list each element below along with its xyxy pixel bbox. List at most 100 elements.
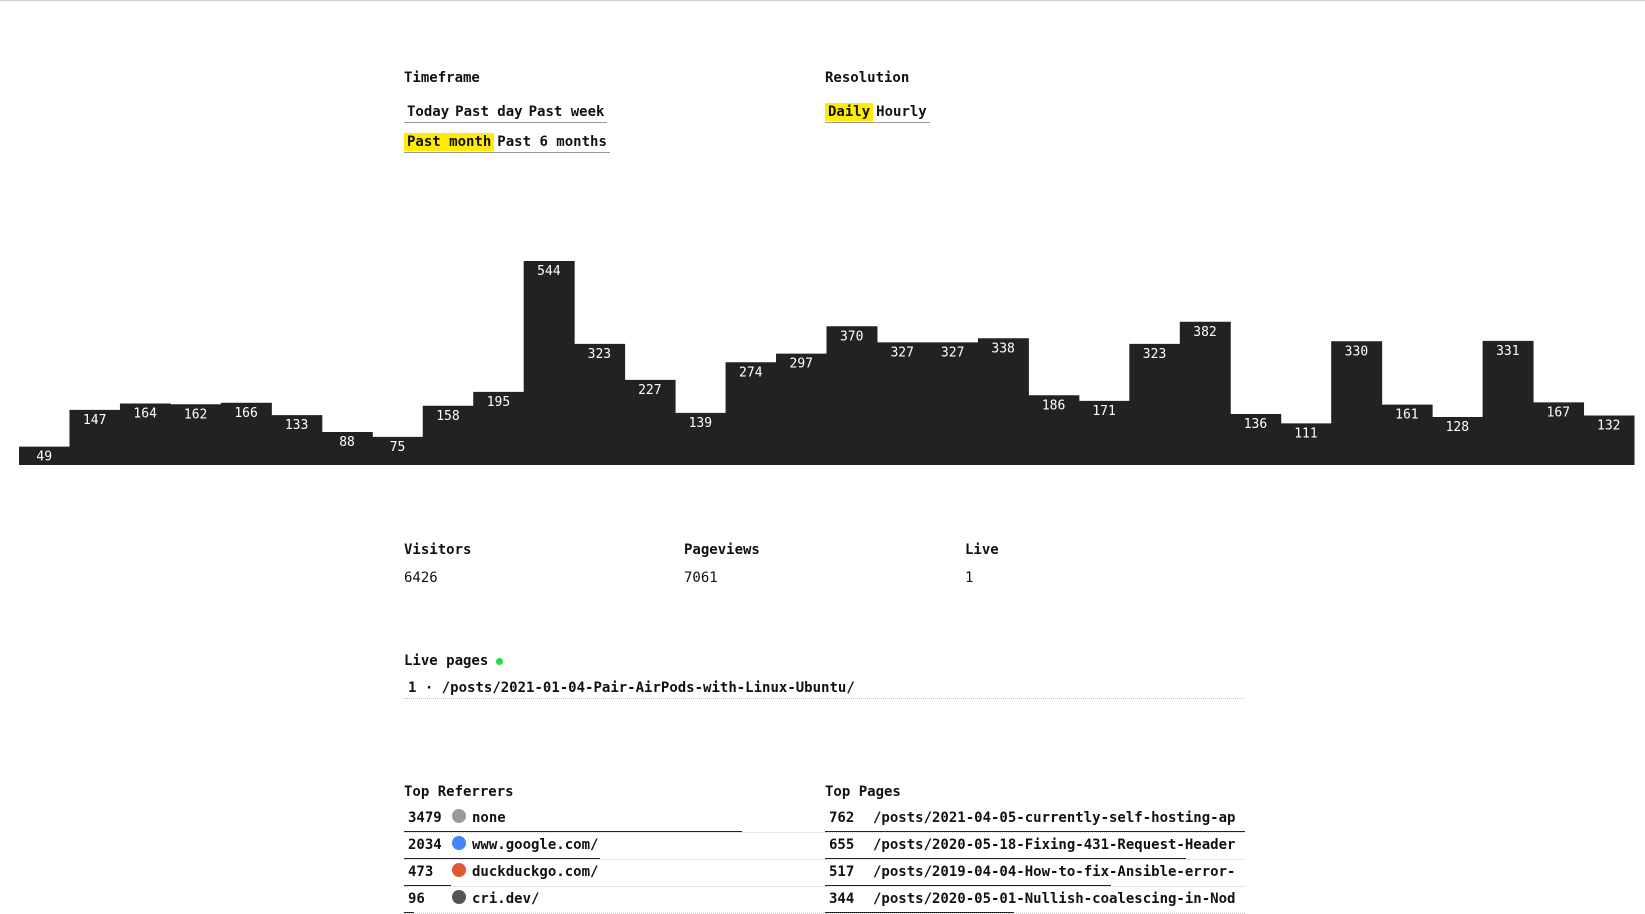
pageviews-label: Pageviews — [684, 542, 760, 558]
google-icon — [452, 836, 466, 850]
row-count: 762 — [829, 810, 855, 826]
timeframe-today[interactable]: Today — [407, 104, 450, 120]
visitors-label: Visitors — [404, 542, 472, 558]
cri-icon — [452, 890, 466, 904]
share-bar — [825, 831, 1245, 832]
row-count: 473 — [408, 864, 434, 880]
timeframe-past-day[interactable]: Past day — [455, 104, 523, 120]
page-row[interactable]: 655/posts/2020-05-18-Fixing-431-Request-… — [825, 833, 1245, 860]
chart-bar[interactable] — [1280, 423, 1332, 465]
chart-bar-label: 331 — [1496, 344, 1519, 359]
chart-bar[interactable] — [1482, 340, 1534, 465]
live-page-count: 1 — [408, 680, 417, 696]
referrer-row[interactable]: 473 duckduckgo.com/ — [404, 860, 824, 887]
chart-bar-label: 227 — [638, 383, 661, 398]
live-page-row[interactable]: 1 · /posts/2021-01-04-Pair-AirPods-with-… — [404, 680, 1244, 699]
chart-bar[interactable] — [1381, 404, 1433, 465]
live-page-separator: · — [424, 680, 434, 696]
chart-bar[interactable] — [170, 404, 222, 465]
chart-bar[interactable] — [876, 342, 928, 465]
share-bar — [404, 885, 452, 886]
chart-bar[interactable] — [69, 409, 121, 465]
chart-bar-label: 139 — [689, 416, 712, 431]
timeframe-past-6-months[interactable]: Past 6 months — [497, 134, 607, 150]
timeframe-row-1: Today Past day Past week — [404, 103, 608, 123]
live-pages-title: Live pages — [404, 653, 489, 669]
chart-bar[interactable] — [220, 402, 272, 465]
timeframe-past-week[interactable]: Past week — [528, 104, 605, 120]
share-bar — [404, 831, 742, 832]
chart-bar[interactable] — [1331, 341, 1383, 465]
chart-bar-label: 132 — [1597, 419, 1620, 434]
timeframe-past-month[interactable]: Past month — [404, 133, 495, 151]
visitors-value: 6426 — [404, 570, 438, 586]
page-row[interactable]: 762/posts/2021-04-05-currently-self-host… — [825, 806, 1245, 833]
chart-bar[interactable] — [1078, 400, 1130, 465]
chart-bar[interactable] — [321, 432, 373, 465]
chart-bar-label: 147 — [83, 413, 106, 428]
chart-bar[interactable] — [624, 379, 676, 465]
chart-bar-label: 323 — [1143, 347, 1166, 362]
live-label: Live — [965, 542, 999, 558]
chart-bar-label: 544 — [537, 264, 561, 279]
chart-bar-label: 136 — [1244, 417, 1267, 432]
duckduckgo-icon — [452, 863, 466, 877]
chart-bar[interactable] — [1179, 321, 1231, 465]
row-count: 517 — [829, 864, 855, 880]
chart-bar[interactable] — [473, 391, 525, 465]
chart-bar-label: 171 — [1092, 404, 1115, 419]
chart-bar-label: 158 — [436, 409, 459, 424]
chart-bar[interactable] — [271, 415, 323, 465]
referrer-row[interactable]: 3479 none — [404, 806, 824, 833]
chart-bar[interactable] — [574, 343, 626, 465]
chart-bar[interactable] — [1432, 417, 1484, 465]
page-row[interactable]: 517/posts/2019-04-04-How-to-fix-Ansible-… — [825, 860, 1245, 887]
referrer-name: none — [472, 810, 506, 826]
chart-bar[interactable] — [523, 261, 575, 465]
top-divider — [0, 0, 1645, 1]
resolution-hourly[interactable]: Hourly — [876, 104, 927, 120]
chart-bar-label: 49 — [36, 450, 52, 465]
chart-bar-label: 370 — [840, 329, 863, 344]
chart-bar[interactable] — [977, 338, 1029, 465]
chart-bar-label: 186 — [1042, 398, 1065, 413]
chart-bar-label: 133 — [285, 418, 308, 433]
chart-bar[interactable] — [826, 326, 878, 465]
chart-bar[interactable] — [675, 412, 727, 465]
page-path: /posts/2020-05-18-Fixing-431-Request-Hea… — [873, 837, 1236, 853]
chart-bar-label: 327 — [941, 345, 964, 360]
chart-bar-label: 297 — [790, 357, 813, 372]
chart-bar[interactable] — [1230, 414, 1282, 465]
chart-bar-label: 164 — [133, 407, 157, 422]
chart-bar[interactable] — [19, 446, 70, 465]
referrer-row[interactable]: 2034 www.google.com/ — [404, 833, 824, 860]
page-path: /posts/2020-05-01-Nullish-coalescing-in-… — [873, 891, 1236, 907]
resolution-row: Daily Hourly — [825, 103, 930, 123]
chart-bar[interactable] — [1583, 415, 1635, 466]
chart-bar-label: 323 — [588, 347, 611, 362]
resolution-daily[interactable]: Daily — [825, 103, 874, 121]
top-pages-list: 762/posts/2021-04-05-currently-self-host… — [825, 806, 1245, 914]
chart-bar[interactable] — [927, 342, 979, 465]
chart-bar-label: 128 — [1446, 420, 1469, 435]
top-referrers-list: 3479 none 2034 www.google.com/473 duckduckgo… — [404, 806, 824, 914]
chart-bar-label: 274 — [739, 365, 763, 380]
share-bar — [404, 858, 601, 859]
chart-bar-label: 330 — [1345, 344, 1368, 359]
chart-bar[interactable] — [1533, 402, 1585, 465]
chart-bar-label: 167 — [1547, 405, 1570, 420]
chart-bar[interactable] — [776, 353, 827, 465]
chart-bar[interactable] — [422, 405, 474, 465]
chart-bar[interactable] — [372, 436, 424, 465]
referrer-name: duckduckgo.com/ — [472, 864, 599, 880]
row-count: 344 — [829, 891, 855, 907]
live-dot-icon — [496, 657, 504, 665]
chart-bar[interactable] — [119, 403, 171, 466]
row-count: 655 — [829, 837, 855, 853]
chart-bar-label: 161 — [1395, 408, 1418, 423]
chart-bar[interactable] — [725, 362, 777, 465]
chart-bar[interactable] — [1129, 343, 1181, 465]
pageviews-value: 7061 — [684, 570, 718, 586]
referrer-name: www.google.com/ — [472, 837, 599, 853]
chart-bar[interactable] — [1028, 395, 1080, 465]
